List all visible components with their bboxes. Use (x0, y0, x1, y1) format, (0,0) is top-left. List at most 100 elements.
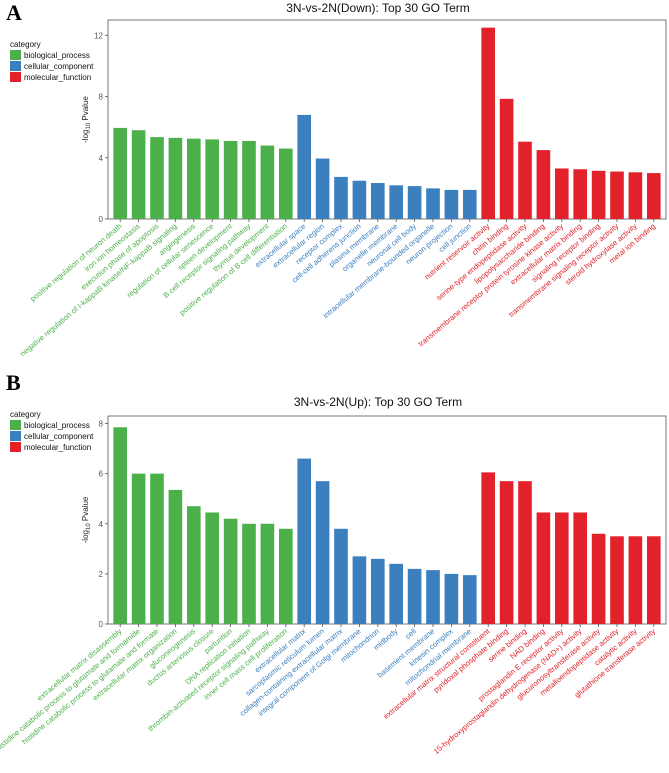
bar (481, 472, 496, 624)
bar (334, 528, 348, 624)
bar (518, 141, 532, 219)
bar (278, 528, 293, 624)
bar (536, 150, 551, 219)
y-axis-label-suffix: Pvalue (81, 496, 90, 523)
panel-a: A 3N-vs-2N(Down): Top 30 GO Term 0 4 8 12 -l… (6, 0, 667, 358)
bar (389, 563, 404, 624)
bar (131, 130, 146, 219)
y-axis-label: -log10 Pvalue (81, 96, 92, 143)
bar (499, 481, 514, 624)
legend-title: category (10, 410, 41, 419)
bar (499, 98, 514, 219)
bar (481, 27, 496, 220)
bar (315, 158, 330, 219)
y-axis-label-subscript: 10 (86, 523, 92, 530)
bar (591, 170, 606, 219)
bar (444, 573, 459, 624)
plot-frame (107, 19, 667, 220)
bar (462, 189, 477, 219)
y-axis-label-prefix: -log (81, 530, 90, 543)
legend-item-label: molecular_function (24, 73, 91, 82)
bar (205, 512, 220, 624)
bar (168, 137, 183, 219)
y-axis-label-subscript: 10 (86, 122, 92, 129)
bar (113, 127, 128, 219)
legend-swatch (10, 442, 21, 452)
y-tick-label: 4 (99, 154, 104, 163)
panel-b: B 3N-vs-2N(Up): Top 30 GO Term 0 2 4 6 8 -log… (0, 370, 667, 756)
bar (334, 176, 348, 219)
bar (518, 481, 532, 624)
bar (223, 518, 238, 624)
legend: category biological_process cellular_compo… (10, 40, 94, 82)
bar (297, 114, 312, 219)
bar (205, 139, 220, 219)
y-axis-label-suffix: Pvalue (81, 96, 90, 123)
bar (573, 512, 588, 624)
bar (223, 140, 238, 219)
bar (242, 523, 256, 624)
panel-letter-a: A (6, 0, 22, 25)
bar (131, 473, 146, 624)
y-tick-label: 0 (99, 620, 104, 629)
bar (186, 506, 201, 624)
y-tick-label: 8 (99, 93, 104, 102)
bar (646, 173, 661, 219)
bar (186, 138, 201, 219)
legend-swatch (10, 431, 21, 441)
bar (260, 145, 275, 219)
bar (407, 186, 422, 219)
plot-frame (107, 415, 667, 625)
bar (370, 558, 385, 624)
bar (168, 489, 183, 624)
legend-swatch (10, 61, 21, 71)
y-tick-label: 4 (99, 520, 104, 529)
chart-title-b: 3N-vs-2N(Up): Top 30 GO Term (294, 395, 462, 409)
y-tick-label: 0 (99, 215, 104, 224)
panel-letter-b: B (6, 370, 21, 395)
bar (646, 536, 661, 624)
y-axis-label: -log10 Pvalue (81, 496, 92, 543)
legend: category biological_process cellular_compo… (10, 410, 94, 452)
bar (352, 556, 367, 624)
y-tick-label: 12 (94, 31, 103, 40)
bar (610, 171, 624, 219)
y-tick-label: 6 (99, 470, 104, 479)
bar (554, 512, 569, 624)
bar (462, 575, 477, 624)
bar (610, 536, 624, 624)
y-axis-label-prefix: -log (81, 130, 90, 143)
y-tick-label: 2 (99, 570, 104, 579)
legend-item-label: cellular_component (24, 432, 94, 441)
bar (242, 140, 256, 219)
chart-title-a: 3N-vs-2N(Down): Top 30 GO Term (286, 1, 470, 15)
legend-title: category (10, 40, 41, 49)
bar (315, 481, 330, 624)
bar (628, 172, 643, 219)
bar (297, 458, 312, 624)
bar (370, 183, 385, 219)
bar (536, 512, 551, 624)
bar (278, 148, 293, 219)
bar (591, 533, 606, 624)
bar (444, 189, 459, 219)
x-tick-label: histidine catabolic process to glutamate… (0, 627, 142, 753)
legend-item-label: cellular_component (24, 62, 94, 71)
y-tick-label: 8 (99, 420, 104, 429)
bar (426, 570, 440, 624)
x-tick-label: histidine catabolic process to glutamate… (20, 627, 160, 747)
bar (407, 568, 422, 624)
bar (150, 473, 164, 624)
bar (628, 536, 643, 624)
bar (426, 188, 440, 219)
bar (352, 180, 367, 219)
bar (389, 185, 404, 219)
bar (573, 169, 588, 219)
legend-item-label: biological_process (24, 421, 90, 430)
bar (554, 168, 569, 219)
bar (113, 427, 128, 624)
legend-item-label: biological_process (24, 51, 90, 60)
legend-swatch (10, 420, 21, 430)
legend-swatch (10, 72, 21, 82)
